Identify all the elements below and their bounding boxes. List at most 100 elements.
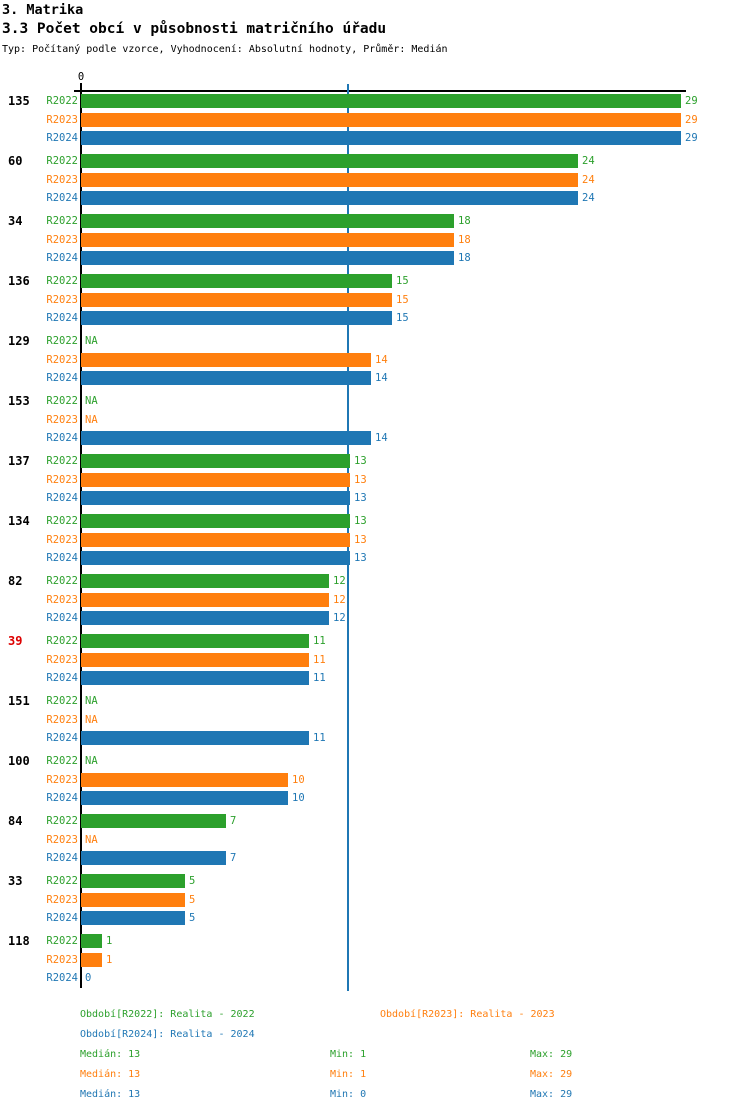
bar <box>81 353 371 367</box>
series-label: R2023 <box>46 714 78 726</box>
bar-value-label: 10 <box>292 792 305 804</box>
bar <box>81 233 454 247</box>
series-label: R2023 <box>46 954 78 966</box>
series-label: R2022 <box>46 815 78 827</box>
bar-value-label: 11 <box>313 654 326 666</box>
series-label: R2024 <box>46 132 78 144</box>
series-label: R2022 <box>46 395 78 407</box>
bar <box>81 533 350 547</box>
series-label: R2024 <box>46 192 78 204</box>
series-label: R2022 <box>46 515 78 527</box>
series-label: R2024 <box>46 852 78 864</box>
bar <box>81 611 329 625</box>
page-title: 3. Matrika <box>2 2 84 18</box>
category-label: 129 <box>8 334 30 348</box>
bar-value-label: 12 <box>333 575 346 587</box>
x-axis-zero-tick-label: 0 <box>77 71 85 83</box>
bar <box>81 791 288 805</box>
bar-value-label: 13 <box>354 534 367 546</box>
na-label: NA <box>85 335 98 347</box>
bar <box>81 893 185 907</box>
series-label: R2022 <box>46 755 78 767</box>
bar <box>81 671 309 685</box>
legend-item: Období[R2024]: Realita - 2024 <box>80 1029 255 1040</box>
category-label: 33 <box>8 874 23 888</box>
bar-value-label: 5 <box>189 912 196 924</box>
series-label: R2024 <box>46 972 78 984</box>
stat-max: Max: 29 <box>530 1069 573 1080</box>
category-label: 134 <box>8 514 30 528</box>
bar-group: 100 R2022 NA R2023 10 R2024 10 <box>0 754 750 810</box>
series-label: R2024 <box>46 792 78 804</box>
bar <box>81 311 392 325</box>
category-label: 118 <box>8 934 30 948</box>
bar-value-label: 13 <box>354 492 367 504</box>
bar <box>81 814 226 828</box>
bar-value-label: 11 <box>313 635 326 647</box>
stat-min: Min: 0 <box>330 1089 367 1100</box>
x-axis-line <box>74 90 686 92</box>
series-label: R2024 <box>46 432 78 444</box>
bar <box>81 251 454 265</box>
series-label: R2024 <box>46 612 78 624</box>
bar <box>81 574 329 588</box>
category-label: 100 <box>8 754 30 768</box>
bar-value-label: 24 <box>582 174 595 186</box>
category-label: 135 <box>8 94 30 108</box>
bar <box>81 934 102 948</box>
bar <box>81 593 329 607</box>
series-label: R2024 <box>46 492 78 504</box>
series-label: R2022 <box>46 275 78 287</box>
bar-value-label: 13 <box>354 552 367 564</box>
bar-value-label: 14 <box>375 372 388 384</box>
series-label: R2024 <box>46 372 78 384</box>
bar-value-label: 5 <box>189 894 196 906</box>
stat-min: Min: 1 <box>330 1069 367 1080</box>
bar <box>81 131 681 145</box>
bar-group: 82 R2022 12 R2023 12 R2024 12 <box>0 574 750 630</box>
bar <box>81 491 350 505</box>
chart-meta: Typ: Počítaný podle vzorce, Vyhodnocení:… <box>2 44 448 55</box>
series-label: R2024 <box>46 672 78 684</box>
bar-value-label: 15 <box>396 312 409 324</box>
bar-value-label: 1 <box>106 954 113 966</box>
series-label: R2023 <box>46 654 78 666</box>
series-label: R2024 <box>46 732 78 744</box>
series-label: R2023 <box>46 354 78 366</box>
stat-min: Min: 1 <box>330 1049 367 1060</box>
series-label: R2024 <box>46 912 78 924</box>
bar <box>81 113 681 127</box>
bar <box>81 94 681 108</box>
bar-group: 39 R2022 11 R2023 11 R2024 11 <box>0 634 750 690</box>
series-label: R2024 <box>46 252 78 264</box>
category-label: 136 <box>8 274 30 288</box>
na-label: NA <box>85 834 98 846</box>
category-label: 151 <box>8 694 30 708</box>
bar-value-label: 7 <box>230 815 237 827</box>
bar-value-label: 15 <box>396 275 409 287</box>
bar-value-label: 18 <box>458 234 471 246</box>
bar-value-label: 14 <box>375 432 388 444</box>
bar <box>81 293 392 307</box>
bar-value-label: 29 <box>685 95 698 107</box>
bar <box>81 773 288 787</box>
bar <box>81 431 371 445</box>
na-label: NA <box>85 414 98 426</box>
bar-value-label: 11 <box>313 672 326 684</box>
series-label: R2023 <box>46 474 78 486</box>
legend-item: Období[R2023]: Realita - 2023 <box>380 1009 555 1020</box>
bar-value-label: 5 <box>189 875 196 887</box>
series-label: R2023 <box>46 114 78 126</box>
stat-median: Medián: 13 <box>80 1049 141 1060</box>
bar-value-label: 18 <box>458 215 471 227</box>
bar <box>81 173 578 187</box>
series-label: R2024 <box>46 312 78 324</box>
category-label: 39 <box>8 634 23 648</box>
series-label: R2022 <box>46 575 78 587</box>
bar <box>81 731 309 745</box>
series-label: R2022 <box>46 95 78 107</box>
bar-group: 60 R2022 24 R2023 24 R2024 24 <box>0 154 750 210</box>
